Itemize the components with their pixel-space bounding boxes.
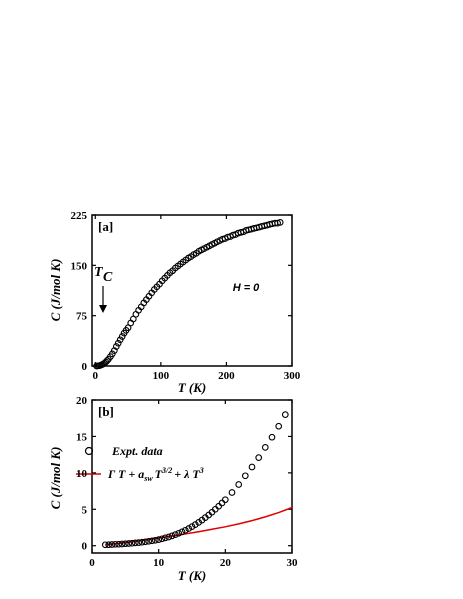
data-point: [101, 541, 109, 549]
panel-b: [b] Expt. data Γ T + asw T3/2 + λ T3 C (J/…: [48, 395, 298, 583]
data-point: [131, 539, 139, 547]
y-tick-label: 10: [76, 468, 88, 480]
data-point: [168, 532, 176, 540]
data-point: [128, 539, 136, 547]
legend: Expt. data Γ T + asw T3/2 + λ T3: [76, 444, 204, 483]
data-point: [118, 333, 126, 340]
data-point: [118, 540, 126, 548]
data-point: [116, 336, 124, 344]
tc-arrow-head: [99, 305, 107, 313]
y-tick-label: 0: [82, 361, 88, 373]
data-point: [181, 526, 189, 534]
panel-a-points: [93, 219, 284, 370]
legend-marker-expt: [84, 446, 94, 456]
data-point: [276, 219, 284, 226]
data-point: [103, 357, 111, 364]
data-point: [161, 534, 169, 542]
data-point: [121, 540, 129, 548]
panel-a-label: [a]: [98, 219, 113, 234]
data-point: [235, 481, 243, 488]
data-point: [158, 535, 166, 543]
x-tick-label: 0: [93, 370, 99, 382]
data-point: [105, 541, 113, 549]
y-tick-label: 0: [82, 541, 88, 553]
y-tick-label: 20: [76, 395, 88, 407]
data-point: [155, 536, 163, 543]
data-point: [255, 454, 263, 461]
data-point: [145, 537, 153, 545]
data-point: [241, 472, 249, 480]
data-point: [268, 433, 276, 441]
data-point: [132, 310, 140, 318]
data-point: [135, 539, 143, 546]
panel-a: [a] H = 0 T C C (J/mol K) T (K) 0 100 200 3…: [48, 210, 301, 395]
field-annotation: H = 0: [233, 282, 260, 294]
data-point: [115, 540, 123, 548]
x-tick-label: 0: [89, 557, 95, 569]
panel-a-xlabel: T (K): [178, 380, 207, 395]
y-tick-label: 5: [82, 504, 88, 516]
panel-b-fit-line: [105, 506, 293, 546]
data-point: [125, 540, 133, 547]
fit-line: [105, 506, 293, 546]
y-tick-label: 150: [71, 260, 88, 272]
y-tick-label: 75: [76, 311, 88, 323]
panel-b-xlabel: T (K): [178, 568, 207, 583]
data-point: [218, 499, 226, 507]
panel-a-frame: [91, 214, 293, 367]
data-point: [165, 533, 173, 541]
data-point: [188, 523, 196, 530]
tc-label: T: [94, 265, 104, 280]
panel-b-ticks: 0 10 20 30 0 5 10 15 20: [76, 395, 298, 569]
data-point: [178, 528, 186, 536]
legend-label-expt: Expt. data: [111, 444, 163, 458]
data-point: [261, 444, 269, 451]
data-point: [175, 529, 183, 537]
data-point: [171, 531, 179, 538]
panel-a-ticks: 0 100 200 300 0 75 150 225: [71, 210, 301, 382]
data-point: [108, 541, 116, 548]
data-point: [111, 540, 119, 548]
data-point: [108, 350, 116, 358]
tc-subscript: C: [103, 270, 113, 285]
data-point: [248, 463, 256, 471]
data-point: [148, 537, 156, 545]
data-point: [191, 521, 199, 528]
panel-b-label: [b]: [98, 404, 114, 419]
y-tick-label: 15: [76, 431, 88, 443]
panel-b-points: [101, 411, 289, 549]
panel-b-ylabel: C (J/mol K): [48, 447, 63, 510]
data-point: [275, 422, 283, 430]
legend-label-fit: Γ T + asw T3/2 + λ T3: [107, 466, 204, 483]
data-point: [228, 489, 236, 496]
x-tick-label: 30: [287, 557, 299, 569]
x-tick-label: 10: [153, 557, 165, 569]
x-tick-label: 200: [218, 370, 235, 382]
data-point: [112, 343, 120, 350]
data-point: [138, 538, 146, 546]
data-point: [151, 536, 159, 544]
data-point: [114, 339, 122, 347]
x-tick-label: 20: [220, 557, 232, 569]
y-tick-label: 225: [71, 210, 88, 222]
data-point: [281, 411, 289, 418]
data-point: [141, 538, 149, 546]
panel-b-frame: [91, 399, 293, 554]
tc-annotation: T C: [94, 265, 113, 313]
panel-a-ylabel: C (J/mol K): [48, 259, 63, 322]
data-point: [215, 502, 223, 510]
data-point: [185, 525, 193, 532]
data-point: [221, 496, 229, 504]
x-tick-label: 100: [153, 370, 170, 382]
x-tick-label: 300: [284, 370, 301, 382]
